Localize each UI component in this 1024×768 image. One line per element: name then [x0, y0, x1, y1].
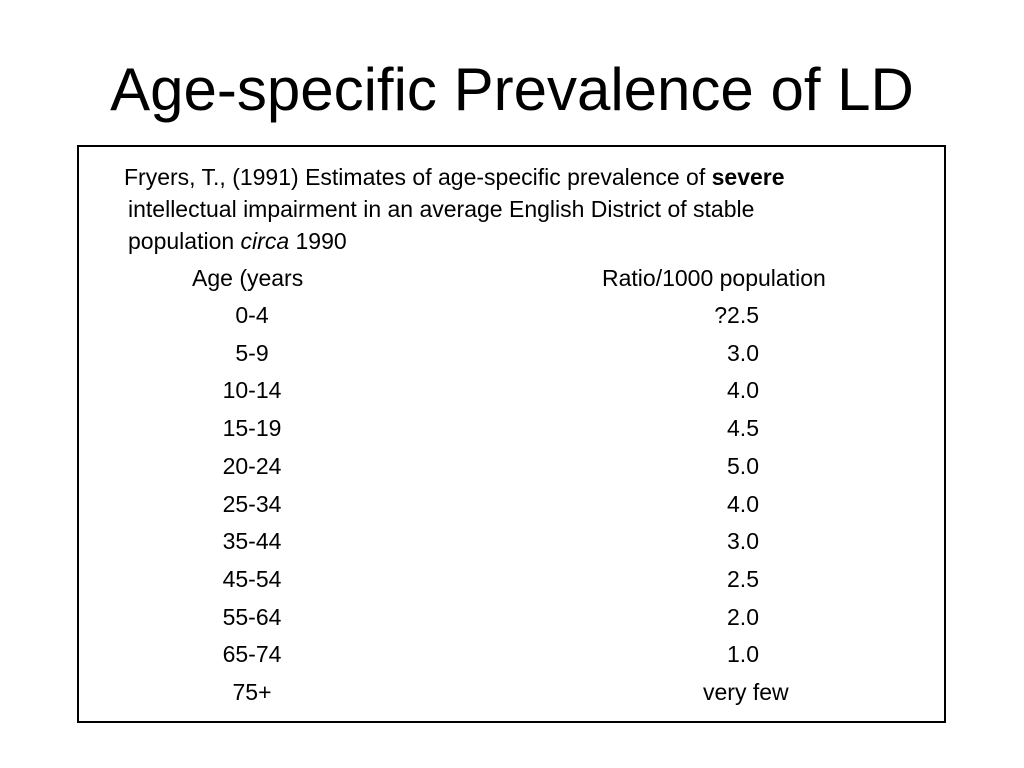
ratio-cell: 1.0	[727, 641, 759, 668]
source-line2: intellectual impairment in an average En…	[128, 196, 755, 222]
source-line1-bold: severe	[711, 164, 785, 190]
header-age: Age (years	[192, 265, 304, 291]
ratio-cell: 4.0	[727, 490, 759, 517]
age-cell: 0-4	[235, 302, 269, 328]
table-row: 35-44 3.0	[79, 526, 939, 564]
header-ratio: Ratio/1000 population	[602, 265, 826, 291]
table-row: 55-64 2.0	[79, 602, 939, 640]
ratio-cell: 4.0	[727, 377, 759, 404]
age-cell: 55-64	[222, 603, 282, 630]
table-row: 20-24 5.0	[79, 451, 939, 489]
age-cell: 45-54	[222, 565, 282, 592]
ratio-cell: ?2.5	[714, 302, 759, 328]
table-row: 10-14 4.0	[79, 375, 939, 413]
age-cell: 65-74	[222, 641, 282, 668]
slide-title: Age-specific Prevalence of LD	[110, 56, 914, 123]
table-row: 0-4 ?2.5	[79, 300, 939, 338]
source-line3: population circa 1990	[124, 225, 944, 257]
source-citation: Fryers, T., (1991) Estimates of age-spec…	[124, 161, 944, 257]
table-row: 25-34 4.0	[79, 489, 939, 527]
age-cell: 5-9	[235, 339, 269, 366]
content-box: Fryers, T., (1991) Estimates of age-spec…	[77, 145, 946, 723]
ratio-cell: 3.0	[727, 528, 759, 555]
ratio-cell: 5.0	[727, 452, 759, 479]
table-row: 65-74 1.0	[79, 639, 939, 677]
table-row: 15-19 4.5	[79, 413, 939, 451]
table-row: 45-54 2.5	[79, 564, 939, 602]
ratio-cell: 2.5	[727, 565, 759, 592]
table-row: 5-9 3.0	[79, 338, 939, 376]
age-cell: 20-24	[222, 452, 282, 479]
ratio-cell: very few	[703, 679, 789, 705]
age-cell: 10-14	[222, 377, 282, 404]
ratio-cell: 4.5	[727, 415, 759, 442]
age-cell: 75+	[232, 679, 272, 705]
source-line3-prefix: population	[128, 228, 241, 254]
source-line1-prefix: Fryers, T., (1991) Estimates of age-spec…	[124, 164, 712, 190]
source-line3-suffix: 1990	[289, 228, 347, 254]
age-cell: 35-44	[222, 528, 282, 555]
age-cell: 15-19	[222, 415, 282, 442]
source-line3-italic: circa	[240, 228, 290, 254]
age-cell: 25-34	[222, 490, 282, 517]
ratio-cell: 2.0	[727, 603, 759, 630]
ratio-cell: 3.0	[727, 339, 759, 366]
table-row: 75+ very few	[79, 677, 939, 715]
